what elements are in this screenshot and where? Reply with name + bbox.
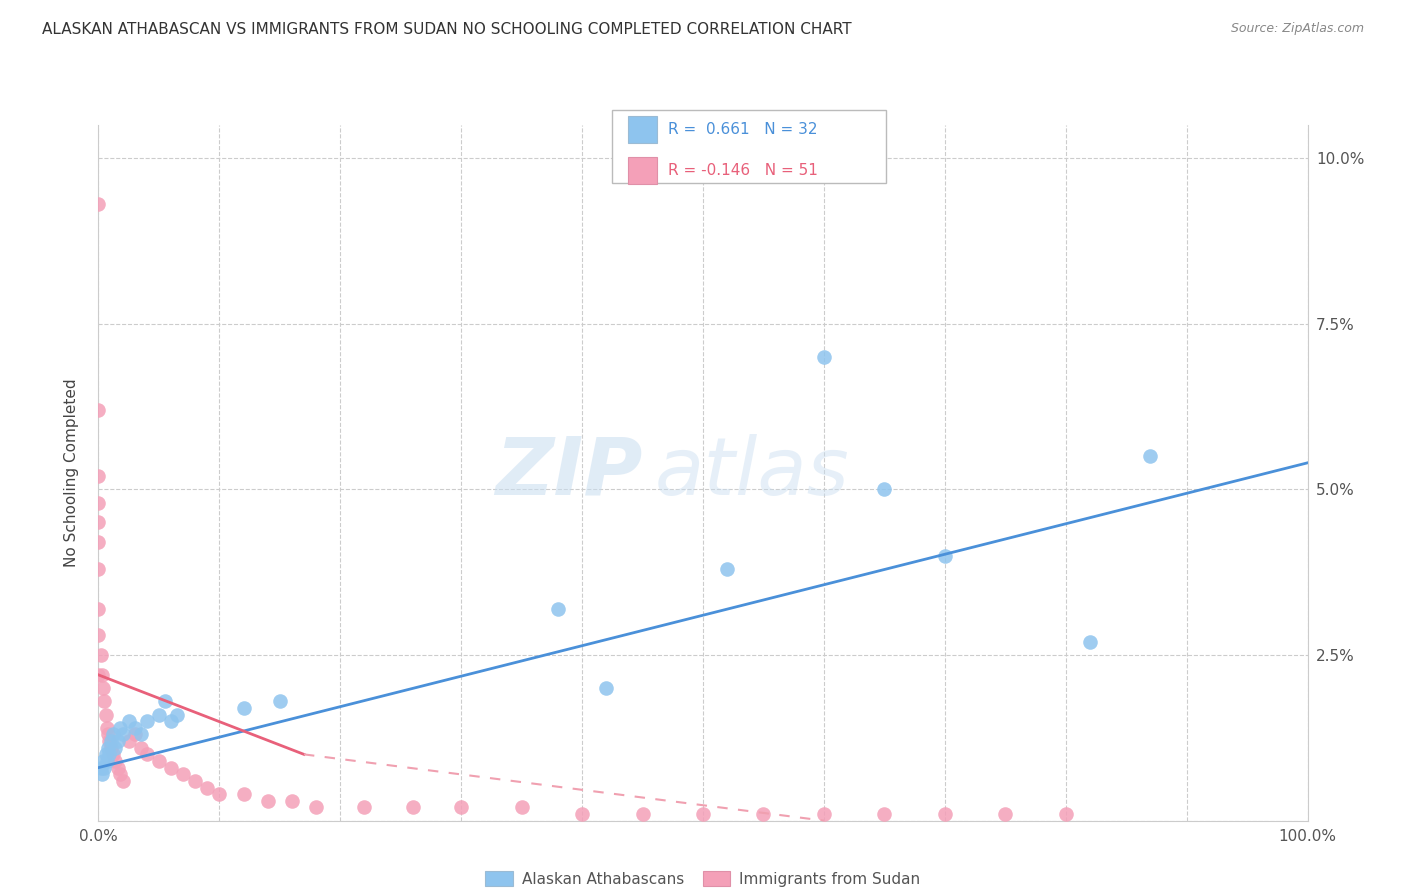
Point (87, 562, 110, 576)
Point (104, 740, 127, 755)
Point (148, 754, 170, 768)
Point (104, 754, 127, 768)
Point (87, 402, 110, 417)
Text: R =  0.661   N = 32: R = 0.661 N = 32 (668, 122, 817, 136)
Point (91, 668, 114, 682)
Point (813, 807, 835, 822)
Point (107, 761, 129, 775)
Point (752, 807, 775, 822)
Point (91, 767, 114, 781)
Point (108, 767, 131, 781)
Point (93, 761, 115, 775)
Point (124, 721, 146, 735)
Text: ZIP: ZIP (495, 434, 643, 512)
Point (450, 800, 472, 814)
Point (87, 197, 110, 211)
Point (91, 681, 114, 695)
Point (124, 727, 146, 741)
Point (96, 721, 118, 735)
Point (353, 800, 375, 814)
Point (305, 800, 328, 814)
Point (101, 727, 124, 741)
Point (98, 747, 121, 762)
Point (402, 800, 425, 814)
Point (256, 794, 278, 808)
Point (994, 807, 1017, 822)
Point (873, 483, 896, 497)
Text: atlas: atlas (655, 434, 849, 512)
Point (111, 773, 134, 788)
Point (118, 714, 141, 729)
Point (135, 747, 157, 762)
Point (160, 714, 183, 729)
Point (100, 740, 122, 755)
Point (87, 469, 110, 483)
Point (281, 794, 304, 808)
Point (97, 727, 120, 741)
Point (547, 601, 569, 615)
Point (111, 727, 134, 741)
Point (195, 780, 218, 795)
Point (160, 761, 183, 775)
Point (91, 754, 114, 768)
Point (94, 707, 117, 722)
Point (107, 734, 129, 748)
Point (232, 787, 254, 801)
Point (87, 495, 110, 509)
Point (631, 807, 654, 822)
Point (153, 694, 176, 708)
Point (716, 562, 738, 576)
Point (269, 694, 291, 708)
Text: Source: ZipAtlas.com: Source: ZipAtlas.com (1230, 22, 1364, 36)
Point (208, 787, 231, 801)
Y-axis label: No Schooling Completed: No Schooling Completed (65, 378, 79, 567)
Point (94, 747, 117, 762)
Point (184, 773, 207, 788)
Point (101, 747, 124, 762)
Point (87, 668, 110, 682)
Point (129, 740, 152, 755)
Point (595, 681, 617, 695)
Point (934, 807, 956, 822)
Point (90, 648, 112, 662)
Point (813, 350, 835, 364)
Text: R = -0.146   N = 51: R = -0.146 N = 51 (668, 163, 818, 178)
Point (93, 694, 115, 708)
Point (87, 535, 110, 549)
Point (87, 628, 110, 642)
Point (108, 721, 131, 735)
Point (692, 807, 714, 822)
Point (148, 707, 170, 722)
Point (100, 734, 122, 748)
Point (873, 807, 896, 822)
Point (172, 767, 194, 781)
Point (96, 754, 118, 768)
Point (1139, 449, 1161, 463)
Point (97, 740, 120, 755)
Text: ALASKAN ATHABASCAN VS IMMIGRANTS FROM SUDAN NO SCHOOLING COMPLETED CORRELATION C: ALASKAN ATHABASCAN VS IMMIGRANTS FROM SU… (42, 22, 852, 37)
Point (135, 714, 157, 729)
Point (510, 800, 533, 814)
Point (934, 549, 956, 563)
Point (571, 807, 593, 822)
Point (118, 734, 141, 748)
Point (87, 601, 110, 615)
Point (129, 727, 152, 741)
Point (232, 701, 254, 715)
Point (98, 734, 121, 748)
Point (166, 707, 188, 722)
Point (87, 516, 110, 530)
Point (1054, 807, 1077, 822)
Point (1078, 634, 1101, 648)
Legend: Alaskan Athabascans, Immigrants from Sudan: Alaskan Athabascans, Immigrants from Sud… (479, 865, 927, 892)
Point (90, 761, 112, 775)
